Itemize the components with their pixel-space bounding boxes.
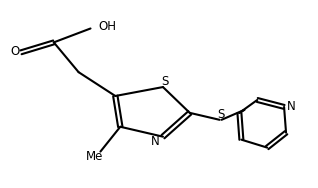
Text: N: N xyxy=(151,135,159,148)
Text: O: O xyxy=(10,45,20,58)
Text: OH: OH xyxy=(99,20,116,33)
Text: S: S xyxy=(217,108,224,121)
Text: S: S xyxy=(161,75,169,88)
Text: N: N xyxy=(287,100,295,113)
Text: Me: Me xyxy=(86,150,103,163)
